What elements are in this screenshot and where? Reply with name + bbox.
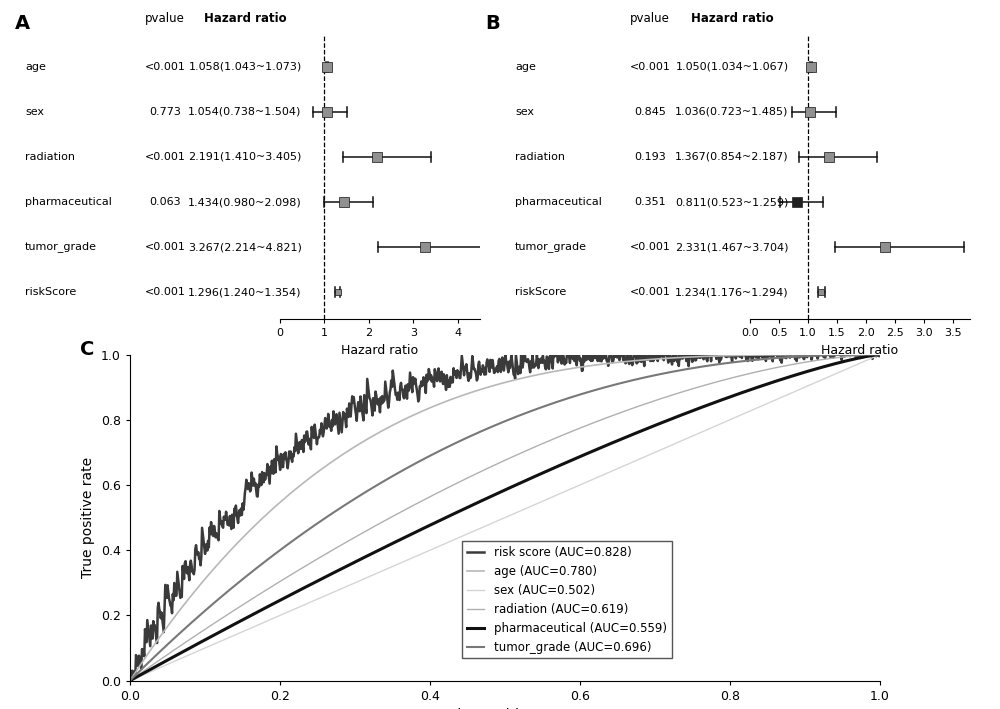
Text: 0.351: 0.351	[634, 197, 666, 207]
Text: Hazard ratio: Hazard ratio	[204, 12, 286, 25]
Text: C: C	[80, 340, 94, 359]
Text: <0.001: <0.001	[630, 287, 670, 297]
Text: 1.058(1.043~1.073): 1.058(1.043~1.073)	[188, 62, 302, 72]
Text: radiation: radiation	[25, 152, 75, 162]
Text: riskScore: riskScore	[515, 287, 566, 297]
X-axis label: Hazard ratio: Hazard ratio	[341, 344, 419, 357]
Y-axis label: True positive rate: True positive rate	[81, 457, 95, 578]
Text: 1.367(0.854~2.187): 1.367(0.854~2.187)	[675, 152, 789, 162]
Text: 0.845: 0.845	[634, 107, 666, 117]
Text: 0.773: 0.773	[149, 107, 181, 117]
Text: tumor_grade: tumor_grade	[515, 242, 587, 252]
Text: 1.434(0.980~2.098): 1.434(0.980~2.098)	[188, 197, 302, 207]
Text: age: age	[515, 62, 536, 72]
Text: 1.234(1.176~1.294): 1.234(1.176~1.294)	[675, 287, 789, 297]
Legend: risk score (AUC=0.828), age (AUC=0.780), sex (AUC=0.502), radiation (AUC=0.619),: risk score (AUC=0.828), age (AUC=0.780),…	[462, 542, 672, 659]
Text: 2.191(1.410~3.405): 2.191(1.410~3.405)	[188, 152, 302, 162]
Text: <0.001: <0.001	[145, 287, 185, 297]
Text: <0.001: <0.001	[630, 242, 670, 252]
Text: pvalue: pvalue	[145, 12, 185, 25]
X-axis label: False positive rate: False positive rate	[442, 708, 568, 709]
Text: tumor_grade: tumor_grade	[25, 242, 97, 252]
Text: 0.193: 0.193	[634, 152, 666, 162]
Text: 3.267(2.214~4.821): 3.267(2.214~4.821)	[188, 242, 302, 252]
Text: 0.063: 0.063	[149, 197, 181, 207]
Text: <0.001: <0.001	[145, 152, 185, 162]
Text: Hazard ratio: Hazard ratio	[691, 12, 773, 25]
Text: B: B	[485, 14, 500, 33]
Text: <0.001: <0.001	[630, 62, 670, 72]
Text: 1.296(1.240~1.354): 1.296(1.240~1.354)	[188, 287, 302, 297]
Text: radiation: radiation	[515, 152, 565, 162]
Text: pharmaceutical: pharmaceutical	[515, 197, 602, 207]
Text: 0.811(0.523~1.259): 0.811(0.523~1.259)	[675, 197, 789, 207]
Text: 1.036(0.723~1.485): 1.036(0.723~1.485)	[675, 107, 789, 117]
Text: <0.001: <0.001	[145, 242, 185, 252]
Text: <0.001: <0.001	[145, 62, 185, 72]
Text: sex: sex	[515, 107, 534, 117]
Text: pharmaceutical: pharmaceutical	[25, 197, 112, 207]
Text: riskScore: riskScore	[25, 287, 76, 297]
Text: 2.331(1.467~3.704): 2.331(1.467~3.704)	[675, 242, 789, 252]
Text: sex: sex	[25, 107, 44, 117]
Text: pvalue: pvalue	[630, 12, 670, 25]
Text: 1.054(0.738~1.504): 1.054(0.738~1.504)	[188, 107, 302, 117]
Text: age: age	[25, 62, 46, 72]
Text: 1.050(1.034~1.067): 1.050(1.034~1.067)	[675, 62, 789, 72]
Text: A: A	[15, 14, 30, 33]
X-axis label: Hazard ratio: Hazard ratio	[821, 344, 899, 357]
